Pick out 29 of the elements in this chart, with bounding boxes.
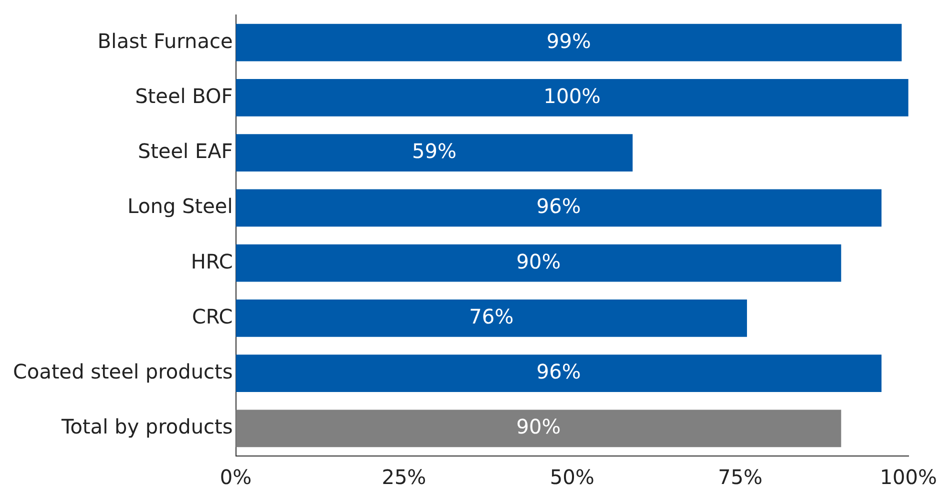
y-tick-label: Steel EAF — [138, 139, 233, 164]
data-label: 59% — [412, 139, 456, 164]
data-label: 90% — [516, 249, 561, 274]
bar — [236, 189, 882, 227]
bar — [236, 24, 902, 62]
x-tick-label: 0% — [220, 465, 252, 490]
data-label: 99% — [546, 28, 591, 53]
y-tick-label: CRC — [192, 304, 233, 328]
y-tick-label: HRC — [190, 249, 233, 274]
y-tick-label: Long Steel — [127, 194, 233, 218]
data-label: 76% — [469, 304, 514, 328]
y-tick-label: Steel BOF — [135, 84, 233, 108]
y-tick-label: Total by products — [60, 414, 233, 439]
data-label: 100% — [544, 84, 601, 108]
y-tick-label: Blast Furnace — [97, 28, 233, 53]
data-label: 90% — [516, 414, 561, 439]
bar — [236, 410, 842, 448]
bar — [236, 134, 633, 172]
bar — [236, 78, 908, 116]
x-tick-label: 25% — [382, 465, 426, 490]
data-label: 96% — [536, 360, 581, 384]
y-tick-label: Coated steel products — [12, 360, 233, 384]
x-tick-label: 75% — [718, 465, 762, 490]
x-tick-label: 50% — [550, 465, 594, 490]
data-label: 96% — [536, 194, 581, 218]
bar — [236, 244, 842, 282]
bar — [236, 299, 747, 337]
x-tick-label: 100% — [880, 465, 938, 490]
bar — [236, 354, 882, 392]
